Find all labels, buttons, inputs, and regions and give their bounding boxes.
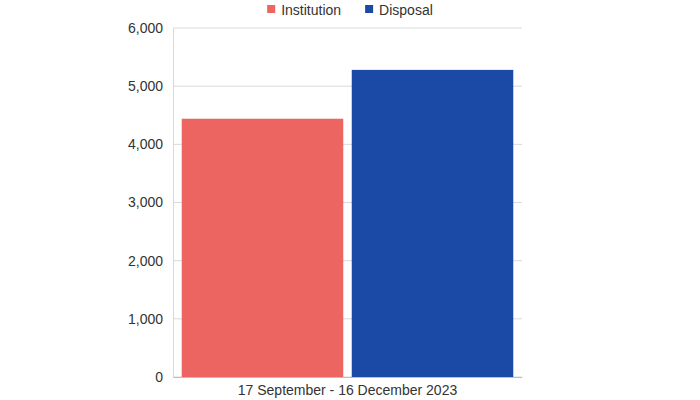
chart-container: 0 1,000 2,000 3,000 4,000 5,000 6,000 17 Septem…	[0, 0, 700, 400]
y-tick: 0	[155, 369, 173, 385]
legend-swatch	[365, 5, 373, 13]
y-tick: 4,000	[128, 136, 173, 152]
bar	[352, 70, 514, 377]
y-tick: 3,000	[128, 194, 173, 210]
y-tick-label: 0	[155, 369, 163, 385]
grid	[173, 28, 522, 377]
y-tick-label: 4,000	[128, 136, 163, 152]
y-tick-label: 1,000	[128, 311, 163, 327]
legend-item: Disposal	[365, 2, 433, 18]
x-tick-label: 17 September - 16 December 2023	[238, 382, 458, 398]
y-axis: 0 1,000 2,000 3,000 4,000 5,000 6,000	[128, 20, 174, 385]
legend-label: Institution	[281, 2, 341, 18]
bar	[182, 119, 344, 377]
y-tick: 2,000	[128, 253, 173, 269]
y-tick: 6,000	[128, 20, 173, 36]
y-axis-line	[173, 29, 174, 378]
y-tick-label: 5,000	[128, 78, 163, 94]
bars	[182, 70, 514, 377]
grid-line	[173, 28, 522, 29]
legend-item: Institution	[267, 2, 341, 18]
y-tick-label: 6,000	[128, 20, 163, 36]
plot-area: 0 1,000 2,000 3,000 4,000 5,000 6,000 17 Septem…	[128, 20, 523, 398]
chart-svg: 0 1,000 2,000 3,000 4,000 5,000 6,000 17 Septem…	[0, 0, 700, 400]
y-tick-label: 3,000	[128, 194, 163, 210]
x-tick: 17 September - 16 December 2023	[238, 377, 458, 398]
x-axis: 17 September - 16 December 2023	[174, 377, 523, 398]
legend: Institution Disposal	[267, 2, 433, 18]
y-tick: 1,000	[128, 311, 173, 327]
legend-label: Disposal	[379, 2, 433, 18]
x-axis-line	[174, 377, 523, 378]
y-tick: 5,000	[128, 78, 173, 94]
legend-swatch	[267, 5, 275, 13]
y-tick-label: 2,000	[128, 253, 163, 269]
